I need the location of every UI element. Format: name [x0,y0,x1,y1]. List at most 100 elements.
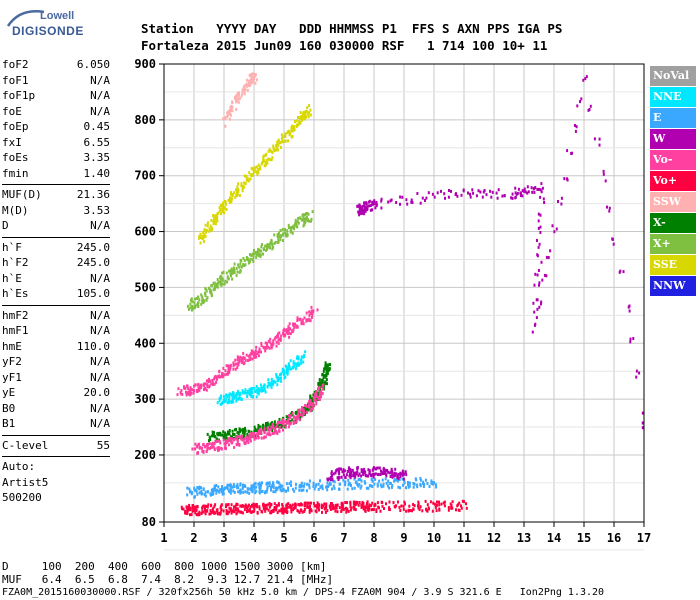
data-point [460,504,462,508]
data-point [308,104,310,108]
data-point [291,330,294,334]
data-point [534,272,537,276]
param-row: foF1p N/A [2,89,110,105]
data-point [208,442,211,446]
x-tick-label: 2 [190,531,197,545]
data-point [217,445,220,449]
data-point [255,388,258,392]
data-point [360,470,363,474]
data-point [291,503,294,507]
data-point [213,217,215,221]
data-point [197,487,200,491]
data-point [318,392,321,396]
data-point [369,204,372,207]
data-point [362,468,365,472]
data-point [308,403,310,407]
data-point [259,255,262,259]
data-point [270,346,273,350]
data-point [217,485,220,489]
data-point [309,113,312,117]
data-point [227,109,230,113]
data-point [295,356,298,360]
data-point [315,399,318,403]
data-point [293,325,296,329]
data-point [296,417,299,421]
data-point [244,358,247,362]
data-point [328,477,331,481]
data-point [257,436,260,440]
data-point [232,400,235,404]
data-point [240,490,242,494]
data-point [213,442,216,446]
data-point [408,484,411,488]
data-point [307,112,310,116]
data-point [384,477,387,481]
auto-code: 500200 [2,491,42,504]
data-point [275,143,278,147]
data-point [202,231,205,235]
data-point [194,495,196,499]
data-point [200,512,203,515]
data-point [278,331,281,335]
data-point [292,421,295,425]
data-point [266,488,269,492]
data-point [412,507,415,511]
data-point [317,391,320,395]
data-point [189,388,192,392]
data-point [198,485,201,489]
data-point [299,485,302,489]
data-point [339,482,342,486]
data-point [282,232,285,236]
data-point [265,482,268,486]
data-point [304,350,307,354]
data-point [283,327,286,331]
data-point [380,197,383,201]
data-point [229,105,232,109]
data-point [365,474,368,478]
data-point [359,478,362,481]
data-point [262,247,265,251]
data-point [227,430,229,434]
data-point [277,332,280,336]
data-point [200,293,203,297]
data-point [273,420,276,424]
data-point [205,298,208,302]
data-point [224,398,227,402]
data-point [390,198,393,202]
data-point [328,367,331,371]
data-point [271,421,273,425]
data-point [342,470,345,474]
data-point [545,274,548,278]
data-point [188,487,191,491]
data-point [283,507,286,511]
data-point [557,200,559,203]
data-point [401,195,404,199]
data-point [214,488,217,492]
data-point [539,213,542,217]
data-point [329,506,332,509]
data-point [347,483,350,487]
data-point [309,399,312,403]
data-point [224,369,227,373]
data-point [267,245,270,249]
data-point [257,392,260,396]
data-point [282,239,284,242]
data-point [196,492,199,496]
param-value: N/A [90,271,110,285]
data-point [208,227,211,231]
param-value: 20.0 [83,386,111,399]
data-point [266,421,269,425]
y-tick-label: 500 [134,280,156,294]
data-point [213,511,216,515]
data-point [360,503,363,507]
data-point [399,195,402,199]
data-point [629,340,632,344]
data-point [228,429,231,432]
data-point [378,479,381,483]
data-point [306,482,309,486]
data-point [211,430,214,434]
data-point [370,504,373,507]
data-point [338,467,341,471]
data-point [213,488,216,492]
data-point [540,182,543,186]
